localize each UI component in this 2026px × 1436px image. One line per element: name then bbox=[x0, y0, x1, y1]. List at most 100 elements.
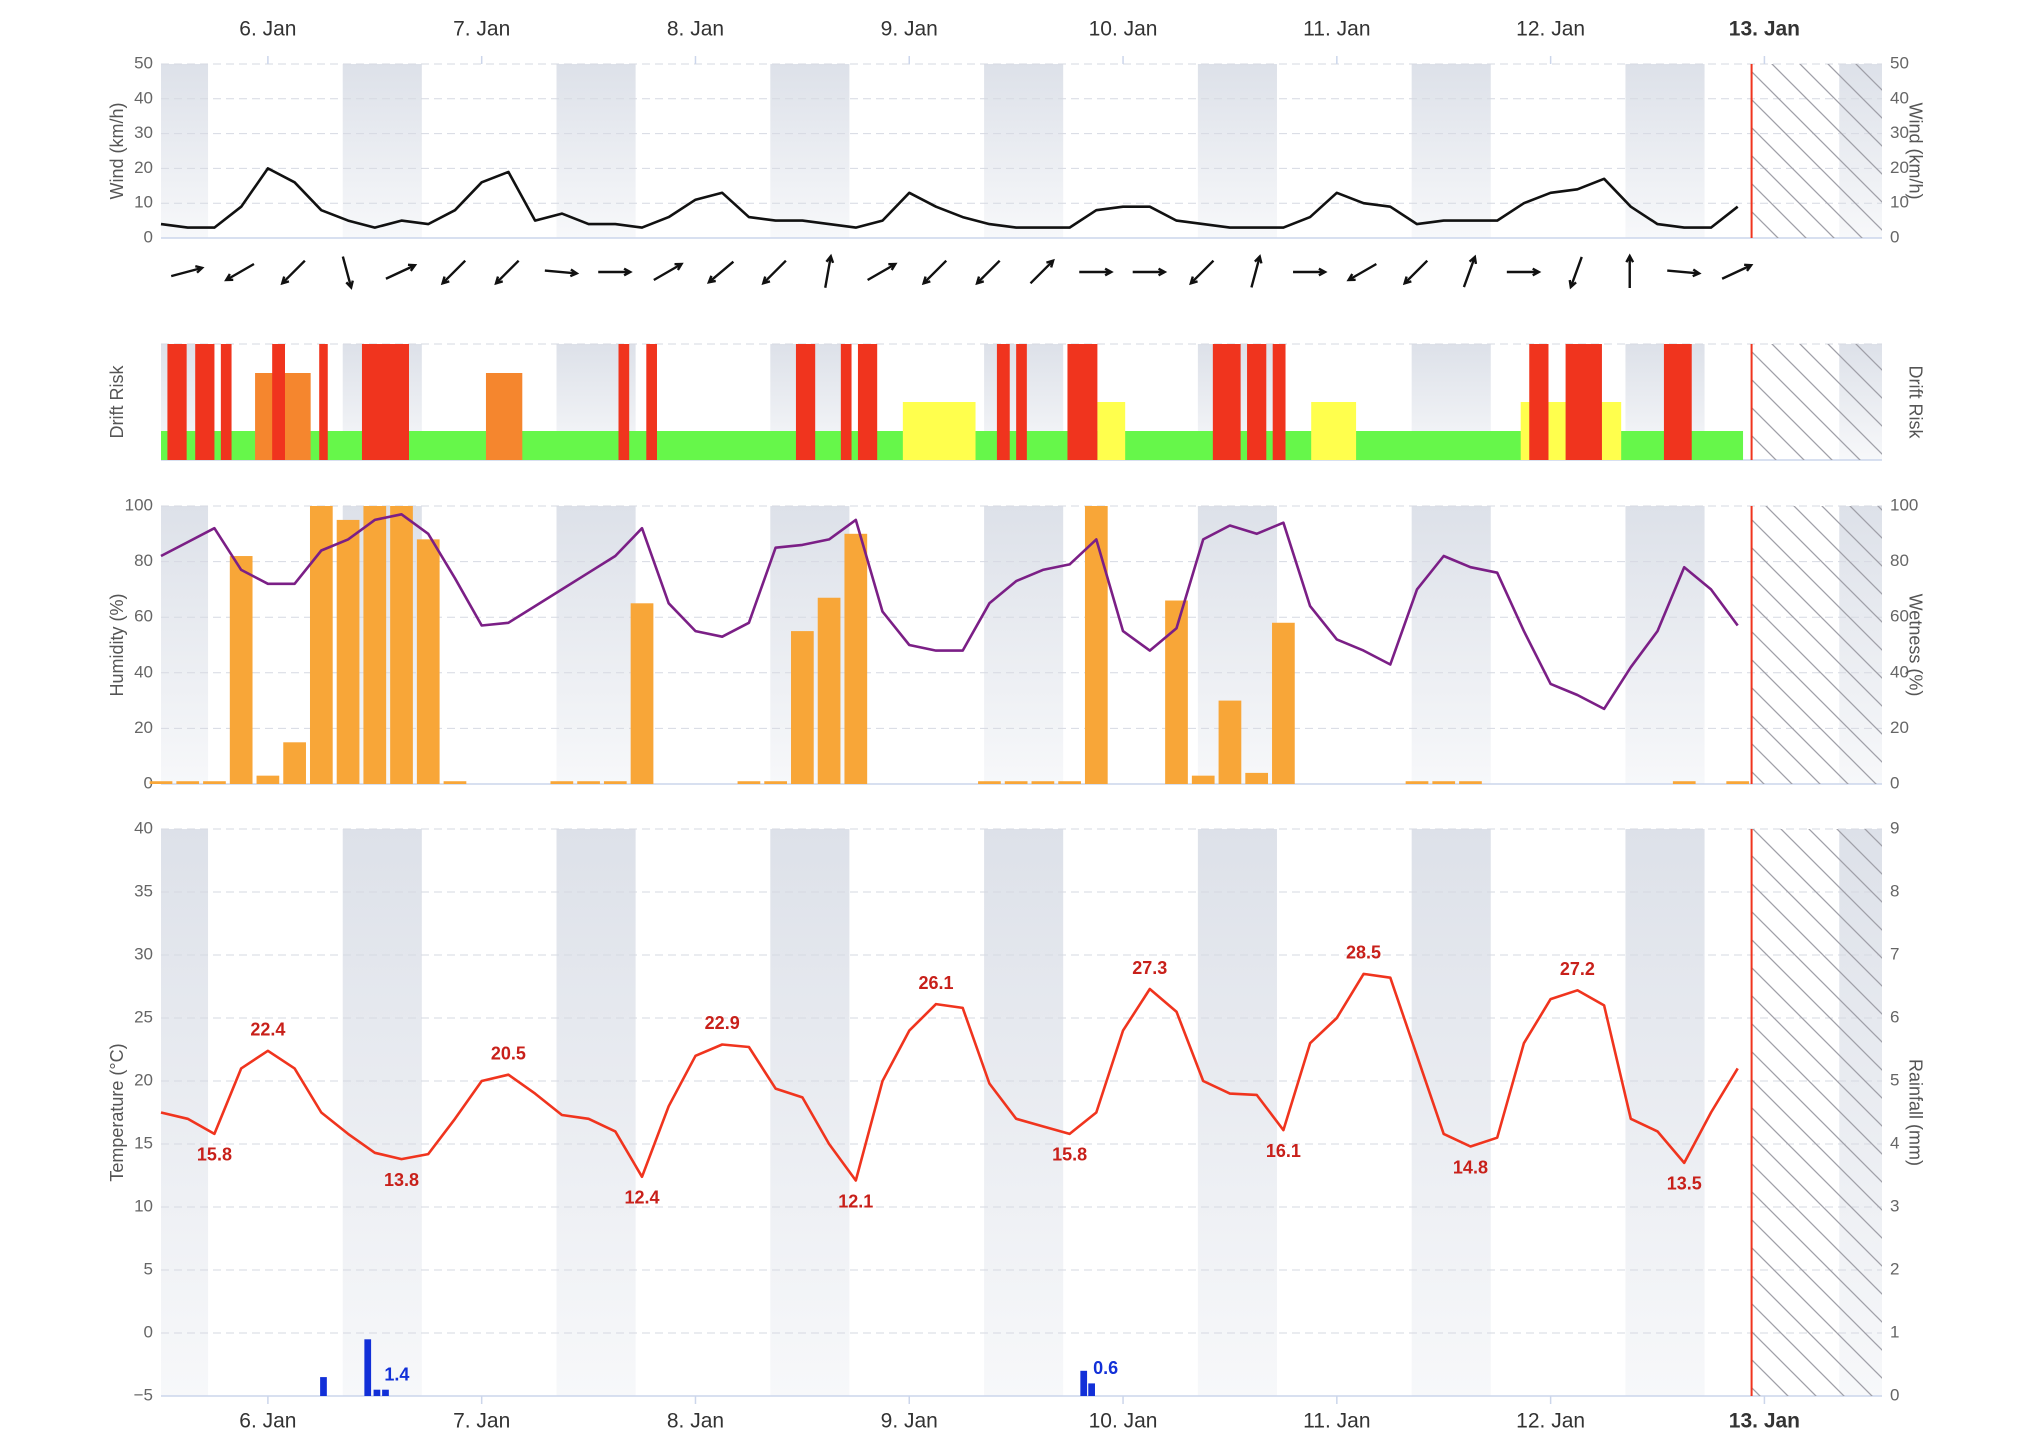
risk-bar bbox=[1212, 344, 1241, 460]
y-tick-label: 35 bbox=[134, 881, 153, 900]
y2-tick-label: 50 bbox=[1890, 53, 1909, 72]
risk-bar bbox=[1067, 344, 1098, 460]
y2-tick-label: 7 bbox=[1890, 944, 1899, 963]
y2-tick-label: 8 bbox=[1890, 881, 1899, 900]
night-band bbox=[1625, 64, 1705, 238]
y2-tick-label: 3 bbox=[1890, 1196, 1899, 1215]
bar bbox=[149, 781, 173, 784]
x-tick-label: 6. Jan bbox=[239, 1410, 296, 1433]
bar bbox=[1004, 781, 1028, 784]
night-band bbox=[1411, 64, 1491, 238]
night-band bbox=[984, 64, 1064, 238]
wind-arrow bbox=[1029, 258, 1055, 285]
x-tick-label: 6. Jan bbox=[239, 18, 296, 41]
y-tick-label: 25 bbox=[134, 1007, 153, 1026]
bar bbox=[363, 506, 387, 784]
night-band bbox=[1411, 506, 1491, 784]
data-label: 16.1 bbox=[1266, 1141, 1301, 1161]
wind-arrow bbox=[1506, 267, 1542, 277]
y2-tick-label: 2 bbox=[1890, 1259, 1899, 1278]
bar bbox=[229, 556, 253, 784]
y-tick-label: 30 bbox=[134, 123, 153, 142]
risk-bar bbox=[618, 344, 630, 460]
wind-arrow bbox=[598, 267, 633, 277]
data-label: 20.5 bbox=[491, 1043, 526, 1063]
bar bbox=[320, 1377, 327, 1396]
wind-arrow bbox=[1667, 268, 1702, 278]
bar bbox=[1031, 781, 1055, 784]
x-tick-label: 8. Jan bbox=[667, 18, 724, 41]
data-label: 12.4 bbox=[625, 1188, 660, 1208]
risk-bar bbox=[361, 344, 409, 460]
bar bbox=[1405, 781, 1429, 784]
bar bbox=[1058, 781, 1081, 784]
x-tick-label: 10. Jan bbox=[1089, 18, 1158, 41]
y-tick-label: 20 bbox=[134, 158, 153, 177]
night-band bbox=[556, 506, 636, 784]
line bbox=[160, 513, 1739, 711]
risk-bar bbox=[1565, 344, 1602, 460]
wind-arrow bbox=[341, 256, 354, 290]
risk-bar bbox=[857, 344, 878, 460]
wind-arrow bbox=[824, 253, 835, 288]
bar bbox=[1088, 1383, 1095, 1396]
risk-bar bbox=[1247, 344, 1267, 460]
x-tick-label: 11. Jan bbox=[1303, 18, 1370, 41]
total-label: 0.6 bbox=[1093, 1358, 1118, 1378]
wind-arrow bbox=[1625, 253, 1635, 288]
bar bbox=[176, 781, 200, 784]
wind-arrow bbox=[440, 259, 467, 286]
bar bbox=[1672, 781, 1696, 784]
y-tick-label: 0 bbox=[144, 227, 153, 246]
bar bbox=[1191, 775, 1215, 784]
bar bbox=[203, 781, 226, 784]
wind-arrow bbox=[494, 259, 520, 286]
y2-tick-label: 6 bbox=[1890, 1007, 1899, 1026]
bar bbox=[603, 781, 627, 784]
y-tick-label: 30 bbox=[134, 944, 153, 963]
line bbox=[160, 972, 1739, 1182]
bar bbox=[817, 597, 841, 784]
night-band bbox=[1197, 829, 1277, 1396]
y2-tick-label: 1 bbox=[1890, 1322, 1899, 1341]
forecast-area bbox=[1751, 344, 1882, 460]
night-band bbox=[161, 64, 209, 238]
risk-bar bbox=[996, 344, 1010, 460]
total-label: 1.4 bbox=[384, 1364, 409, 1384]
y-tick-label: 100 bbox=[125, 495, 153, 514]
y-tick-label: 20 bbox=[134, 1070, 153, 1089]
wind-arrow bbox=[224, 262, 255, 282]
data-label: 15.8 bbox=[197, 1145, 232, 1165]
data-label: 28.5 bbox=[1346, 943, 1381, 963]
night-band bbox=[556, 829, 636, 1396]
night-band bbox=[161, 506, 209, 784]
y-tick-label: 40 bbox=[134, 818, 153, 837]
y-tick-label: 50 bbox=[134, 53, 153, 72]
bar bbox=[283, 742, 306, 784]
risk-bar bbox=[840, 344, 852, 460]
night-band bbox=[984, 829, 1064, 1396]
y2-axis-title: Wind (km/h) bbox=[1905, 102, 1925, 199]
data-label: 27.2 bbox=[1560, 959, 1595, 979]
bar bbox=[1272, 622, 1295, 784]
x-tick-label: 8. Jan bbox=[667, 1410, 724, 1433]
bar bbox=[1080, 1370, 1088, 1396]
y2-tick-label: 100 bbox=[1890, 495, 1918, 514]
y-axis-title: Humidity (%) bbox=[107, 593, 127, 696]
bar bbox=[1726, 781, 1750, 784]
y2-tick-label: 20 bbox=[1890, 718, 1909, 737]
wind-arrow bbox=[170, 265, 205, 278]
bar bbox=[1165, 600, 1188, 784]
y2-axis-title: Rainfall (mm) bbox=[1905, 1059, 1925, 1166]
x-tick-label: 11. Jan bbox=[1303, 1410, 1370, 1433]
wind-arrow bbox=[761, 259, 787, 286]
risk-bar bbox=[167, 344, 187, 460]
wind-arrow bbox=[1568, 256, 1583, 290]
risk-bar bbox=[1272, 344, 1286, 460]
night-band bbox=[1411, 829, 1491, 1396]
x-tick-label: 7. Jan bbox=[453, 18, 510, 41]
wind-arrow bbox=[1132, 267, 1168, 277]
risk-bar bbox=[319, 344, 328, 460]
